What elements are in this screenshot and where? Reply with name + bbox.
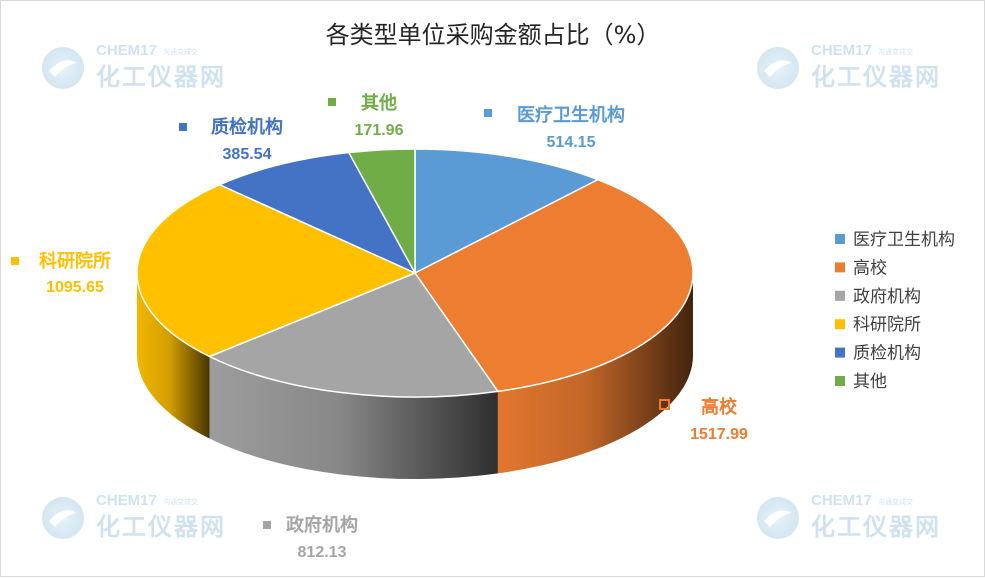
pie-slice-1	[414, 178, 694, 393]
data-label-0: 医疗卫生机构 514.15	[484, 104, 625, 151]
legend-label-5: 其他	[853, 372, 887, 392]
watermark-swoosh	[49, 60, 77, 77]
data-label-1: 高校 1517.99	[659, 396, 748, 443]
watermark-cn: 化工仪器网	[96, 63, 226, 91]
data-label-value-5: 171.96	[355, 122, 404, 139]
legend-item-4: 质检机构	[835, 344, 921, 364]
chart-title: 各类型单位采购金额占比（%）	[326, 21, 661, 49]
watermark-brand: CHEM17	[96, 492, 157, 509]
data-labels: 医疗卫生机构 514.15 高校 1517.99 政府机构 812.13 科研院所 1095.…	[11, 92, 748, 561]
data-label-3: 科研院所 1095.65	[11, 250, 111, 296]
watermark-cn: 化工仪器网	[96, 513, 226, 541]
watermark-cn: 化工仪器网	[811, 63, 941, 91]
data-label-marker-3	[11, 257, 19, 265]
pie-top-faces	[136, 148, 694, 398]
data-label-marker-1	[659, 399, 670, 410]
data-label-value-1: 1517.99	[690, 426, 748, 443]
pie-slice-4	[218, 151, 416, 274]
watermark-badge	[42, 47, 84, 89]
pie-slice-2	[208, 272, 499, 398]
legend-swatch-5	[835, 376, 845, 386]
data-label-2: 政府机构 812.13	[263, 514, 358, 561]
watermark-tagline: 沟通变成交	[163, 47, 198, 56]
data-label-marker-5	[328, 98, 336, 106]
data-label-name-3: 科研院所	[39, 250, 111, 272]
watermark-tagline: 沟通变成交	[878, 47, 913, 56]
watermark-badge	[42, 497, 84, 539]
legend-label-2: 政府机构	[853, 287, 921, 307]
watermark-swoosh	[764, 60, 792, 77]
data-label-name-4: 质检机构	[211, 116, 283, 138]
pie-slice-0	[414, 148, 599, 274]
legend-item-1: 高校	[835, 258, 887, 278]
pie-slice-3	[136, 183, 416, 358]
legend-label-4: 质检机构	[853, 344, 921, 364]
pie-side-shade-2	[209, 356, 498, 479]
legend-swatch-3	[835, 319, 845, 330]
legend-item-2: 政府机构	[835, 287, 921, 307]
data-label-marker-0	[484, 109, 492, 117]
pie-side-walls	[137, 273, 693, 479]
data-label-name-1: 高校	[701, 396, 738, 418]
data-label-value-2: 812.13	[298, 544, 347, 561]
data-label-name-0: 医疗卫生机构	[517, 104, 625, 126]
watermark-swoosh	[764, 510, 792, 527]
data-label-5: 其他 171.96	[328, 92, 404, 139]
pie-side-shade-3	[137, 273, 210, 439]
watermark-brand: CHEM17	[811, 492, 872, 509]
legend-swatch-0	[835, 234, 845, 244]
data-label-value-0: 514.15	[547, 134, 596, 151]
data-label-marker-2	[263, 521, 271, 529]
pie-slice-5	[348, 148, 416, 274]
legend-label-1: 高校	[853, 258, 887, 278]
watermark-tagline: 沟通变成交	[163, 497, 198, 506]
data-label-name-5: 其他	[361, 92, 397, 114]
data-label-marker-4	[179, 123, 187, 131]
legend-item-3: 科研院所	[835, 315, 921, 335]
watermark-badge	[757, 497, 799, 539]
pie-side-shade-1	[497, 273, 693, 474]
legend-item-5: 其他	[835, 372, 887, 392]
watermark-cn: 化工仪器网	[811, 513, 941, 541]
watermark-tagline: 沟通变成交	[878, 497, 913, 506]
data-label-4: 质检机构 385.54	[179, 116, 283, 163]
watermark-swoosh	[49, 510, 77, 527]
legend-swatch-2	[835, 290, 845, 301]
data-label-value-3: 1095.65	[46, 279, 104, 296]
legend-swatch-4	[835, 347, 845, 358]
data-label-value-4: 385.54	[223, 146, 272, 163]
watermark-brand: CHEM17	[96, 42, 157, 59]
legend-label-3: 科研院所	[853, 315, 921, 335]
data-label-name-2: 政府机构	[286, 514, 358, 536]
watermark-badge	[757, 47, 799, 89]
legend-item-0: 医疗卫生机构	[835, 230, 955, 250]
legend-swatch-1	[835, 262, 845, 273]
watermark-brand: CHEM17	[811, 42, 872, 59]
legend-label-0: 医疗卫生机构	[853, 230, 955, 250]
